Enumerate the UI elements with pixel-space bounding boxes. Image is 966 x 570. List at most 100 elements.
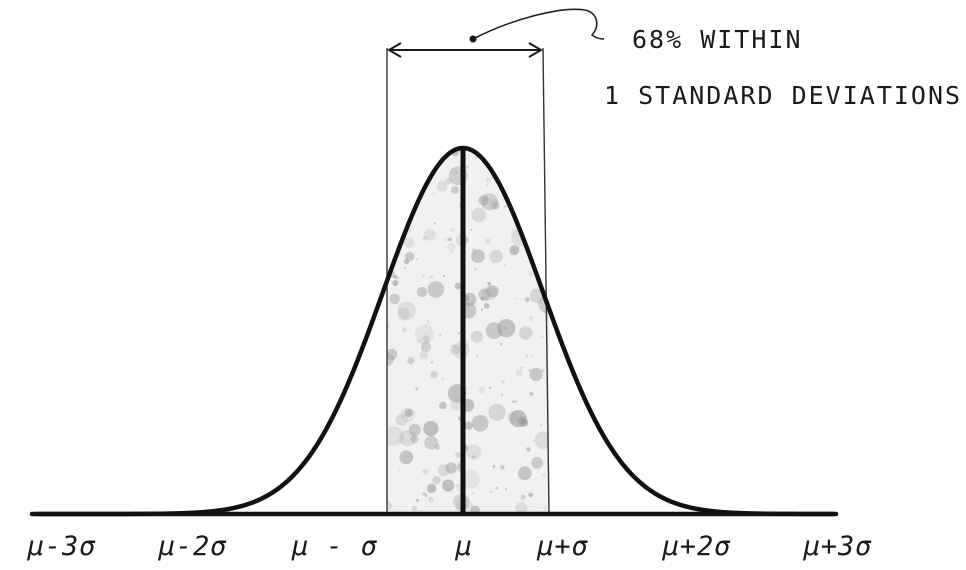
speckle-dot (530, 354, 534, 358)
speckle-dot (486, 183, 489, 186)
speckle-dot (471, 249, 485, 263)
speckle-dot (392, 280, 399, 287)
speckle-dot (512, 154, 519, 160)
tick-label-mu-minus-3-sigma: μ-3σ (26, 531, 96, 562)
speckle-dot (408, 423, 421, 436)
speckle-dot (539, 423, 543, 426)
speckle-dot (492, 466, 495, 470)
speckle-dot (520, 366, 523, 369)
speckle-dot (399, 430, 416, 447)
annotation-line-1: 68% WITHIN (632, 25, 803, 54)
speckle-dot (540, 369, 545, 373)
speckle-dot (422, 468, 429, 475)
speckle-dot (517, 466, 532, 481)
speckle-dot (509, 245, 520, 256)
annotation-line-2: 1 STANDARD DEVIATIONS (604, 81, 962, 110)
speckle-dot (501, 393, 504, 396)
speckle-dot (526, 447, 531, 452)
speckle-dot (528, 316, 534, 321)
speckle-dot (470, 330, 483, 343)
speckle-dot (428, 496, 434, 503)
speckle-dot (480, 296, 485, 301)
speckle-dot (406, 157, 425, 176)
speckle-dot (492, 202, 500, 210)
speckle-dot (397, 307, 410, 321)
tick-label-mu-minus-sigma: μ - σ (291, 531, 378, 562)
speckle-dot (437, 464, 450, 477)
speckle-dot (449, 344, 460, 355)
speckle-dot (485, 238, 491, 244)
speckle-dot (532, 440, 535, 443)
speckle-dot (466, 444, 482, 460)
speckle-dot (501, 380, 505, 384)
speckle-dot (399, 450, 414, 465)
speckle-dot (471, 301, 474, 304)
speckle-dot (504, 205, 507, 208)
speckle-dot (525, 160, 536, 171)
speckle-dot (427, 320, 430, 323)
speckle-dot (484, 287, 487, 290)
speckle-dot (388, 236, 391, 239)
speckle-dot (519, 211, 524, 216)
speckle-dot (472, 455, 476, 459)
tick-label-mu-minus-2-sigma: μ-2σ (157, 531, 227, 562)
speckle-dot (387, 348, 398, 360)
speckle-dot (422, 236, 428, 241)
speckle-dot (503, 264, 506, 267)
speckle-dot (407, 357, 415, 365)
speckle-dot (397, 228, 400, 231)
speckle-dot (434, 444, 441, 450)
speckle-dot (471, 492, 474, 495)
speckle-dot (425, 423, 429, 426)
speckle-dot (529, 368, 543, 382)
speckle-dot (397, 206, 400, 209)
speckle-dot (534, 431, 549, 450)
speckle-dot (529, 288, 544, 303)
speckle-dot (504, 488, 507, 490)
speckle-dot (539, 148, 543, 151)
speckle-dot (413, 160, 416, 163)
speckle-dot (442, 275, 446, 278)
speckle-dot (464, 421, 473, 430)
speckle-dot (401, 327, 407, 333)
speckle-dot (541, 335, 544, 338)
speckle-dot (395, 413, 408, 426)
speckle-dot (426, 483, 437, 494)
speckle-dot (416, 258, 419, 261)
speckle-dot (509, 410, 527, 428)
speckle-dot (445, 462, 457, 474)
speckle-dot (454, 282, 462, 290)
speckle-dot (525, 297, 530, 302)
speckle-dot (430, 361, 433, 364)
speckle-dot (441, 377, 444, 380)
speckle-dot (422, 335, 431, 343)
speckle-dot (421, 274, 425, 278)
speckle-dot (515, 297, 519, 300)
speckle-dot (455, 452, 461, 458)
speckle-dot (543, 506, 547, 510)
speckle-dot (439, 401, 447, 410)
speckle-dot (411, 365, 414, 368)
speckle-dot (471, 414, 489, 432)
speckle-dot (523, 158, 526, 161)
speckle-dot (450, 186, 459, 195)
speckle-dot (419, 350, 429, 360)
speckle-dot (481, 193, 498, 211)
speckle-dot (512, 400, 515, 404)
speckle-dot (515, 369, 523, 377)
speckle-dot (487, 281, 491, 286)
speckle-dot (445, 177, 452, 185)
speckle-dot (436, 181, 448, 192)
speckle-dot (424, 435, 439, 450)
speckle-dot (457, 348, 460, 351)
speckle-dot (399, 199, 402, 202)
speckle-dot (483, 303, 490, 309)
speckle-dot (411, 505, 418, 512)
speckle-dot (529, 272, 533, 276)
speckle-dot (495, 486, 499, 490)
speckle-dot (404, 267, 407, 270)
speckle-dot (417, 339, 422, 343)
speckle-dot (492, 464, 496, 468)
speckle-dot (480, 308, 483, 311)
